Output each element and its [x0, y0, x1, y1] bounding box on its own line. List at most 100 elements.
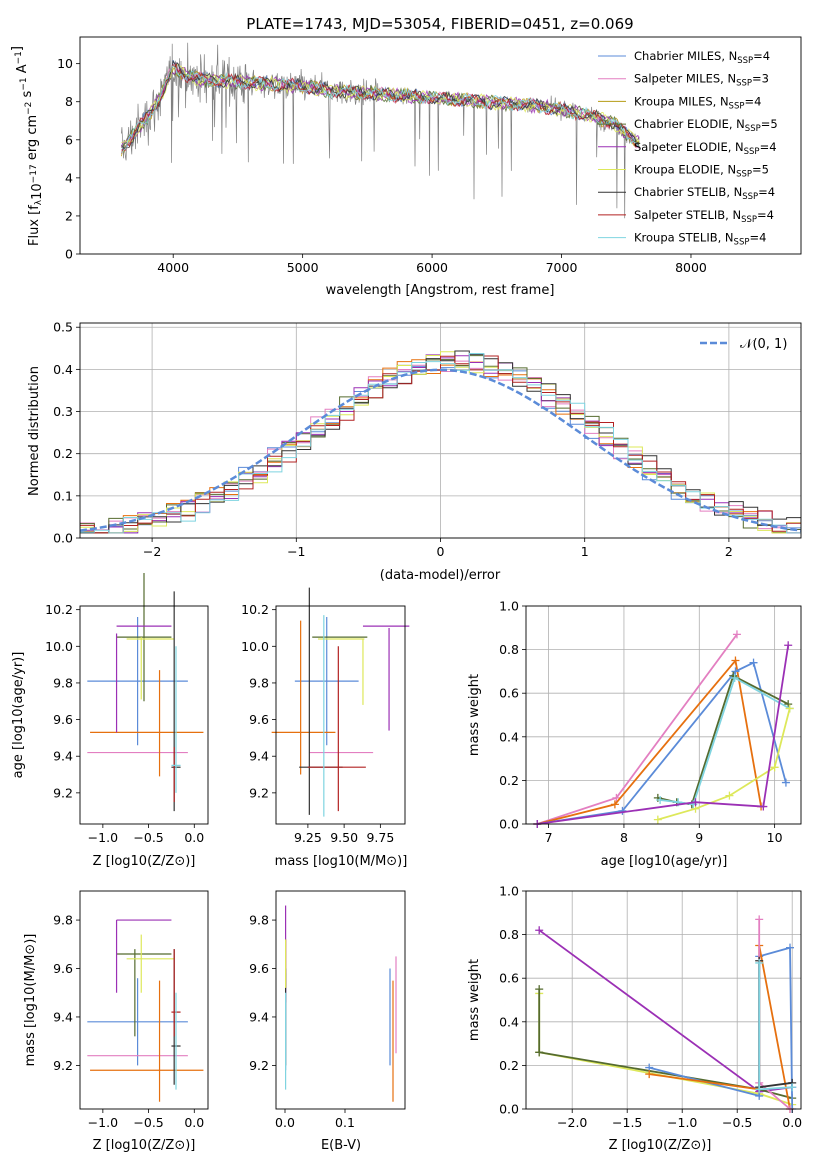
x-tick-label: −2.0	[557, 1115, 587, 1130]
y-tick-label: 10.2	[241, 602, 269, 617]
mass-vs-z-y-label: mass [log10(M/M⊙)]	[23, 934, 38, 1067]
mass-weight-marker	[755, 915, 764, 924]
y-label-part: −17	[29, 164, 39, 183]
mass-weight-line	[758, 960, 793, 1089]
legend-label-normal: 𝒩(0, 1)	[740, 337, 787, 352]
x-tick-label: 9.25	[294, 830, 322, 845]
mass-weight-marker	[730, 673, 739, 682]
mass-vs-ebv-panel: 0.0 0.1 9.2 9.4 9.6 9.8 E(B-V)	[249, 890, 406, 1153]
x-tick-label: −0.5	[133, 1115, 163, 1130]
normal-curve	[80, 368, 801, 532]
residual-panel: −2 −1 0 1 2 0.0 0.1 0.2 0.3 0.4 0.5 (data-model)/e…	[27, 320, 802, 583]
x-tick-label: 9.75	[366, 830, 394, 845]
y-tick-label: 0.2	[53, 446, 73, 461]
mass-weight-marker	[759, 802, 768, 811]
y-tick-label: 0.0	[499, 1102, 519, 1117]
age-vs-mass-panel: 9.25 9.50 9.75 9.2 9.4 9.6 9.8 10.0 10.2 mass [l…	[241, 587, 410, 869]
mass-weight-marker	[725, 791, 734, 800]
legend-label: Salpeter STELIB, NSSP=4	[634, 208, 774, 225]
mass-weight-marker	[732, 630, 741, 639]
x-tick-label: 4000	[157, 260, 189, 275]
mass-weight-line	[538, 989, 793, 1099]
mass-vs-ebv-x-label: E(B-V)	[321, 1138, 361, 1153]
x-tick-label: 5000	[287, 260, 319, 275]
spectrum-lines	[120, 42, 640, 219]
y-tick-label: 10.2	[45, 602, 73, 617]
legend-label: Kroupa MILES, NSSP=4	[634, 94, 761, 111]
y-tick-label: 2	[65, 208, 73, 223]
x-tick-label: −0.5	[722, 1115, 752, 1130]
y-tick-label: 9.2	[249, 785, 269, 800]
mass-weight-marker	[755, 1085, 764, 1094]
mass-weight-marker	[612, 793, 621, 802]
y-label-part: −2	[24, 102, 34, 115]
mass-weight-marker	[691, 798, 700, 807]
y-label-part: ]	[10, 46, 25, 51]
x-tick-label: 7	[545, 830, 553, 845]
y-tick-label: 0.5	[53, 320, 73, 335]
x-tick-label: −2	[143, 544, 161, 559]
x-tick-label: 6000	[416, 260, 448, 275]
error-bar-point	[87, 978, 188, 1066]
y-label-part: s	[20, 90, 35, 101]
massweight-vs-age-x-label: age [log10(age/yr)]	[601, 854, 728, 869]
mass-weight-marker	[770, 763, 779, 772]
y-tick-label: 0.4	[53, 362, 73, 377]
y-tick-label: 0.1	[53, 488, 73, 503]
mass-weight-marker	[731, 667, 740, 676]
residual-x-label: (data-model)/error	[380, 568, 501, 583]
mass-weight-marker	[785, 704, 794, 713]
x-tick-label: −1	[287, 544, 305, 559]
y-tick-label: 0.0	[53, 531, 73, 546]
x-tick-label: 0.0	[184, 830, 204, 845]
y-label-part: λ	[34, 199, 44, 205]
x-tick-label: 0.1	[335, 1115, 355, 1130]
age-vs-z-x-label: Z [log10(Z/Z⊙)]	[93, 854, 196, 869]
y-tick-label: 0.4	[499, 729, 519, 744]
x-tick-label: −1.0	[88, 830, 118, 845]
spectrum-x-label: wavelength [Angstrom, rest frame]	[326, 283, 555, 298]
mass-weight-marker	[653, 815, 662, 824]
y-tick-label: 0.2	[499, 1058, 519, 1073]
massweight-vs-z-x-label: Z [log10(Z/Z⊙)]	[609, 1138, 712, 1153]
x-tick-label: 8	[620, 830, 628, 845]
error-bar-point	[294, 616, 359, 746]
y-tick-label: 9.4	[249, 1009, 269, 1024]
age-vs-mass-x-label: mass [log10(M/M⊙)]	[275, 854, 408, 869]
model-spectrum-line	[121, 65, 640, 154]
x-tick-label: 0	[437, 544, 445, 559]
y-tick-label: 9.8	[53, 913, 73, 928]
y-label-part: Flux [f	[27, 205, 42, 246]
y-tick-label: 9.8	[53, 675, 73, 690]
mass-weight-line	[537, 633, 738, 825]
legend-label: Chabrier ELODIE, NSSP=5	[634, 117, 778, 134]
mass-weight-marker	[784, 641, 793, 650]
observed-spectrum-line	[121, 42, 640, 219]
y-label-part: erg cm	[25, 115, 40, 164]
y-tick-label: 1.0	[499, 599, 519, 614]
mass-weight-marker	[786, 943, 794, 952]
mass-weight-marker	[788, 1083, 797, 1092]
y-label-part: −1	[19, 77, 29, 90]
legend-label: Salpeter ELODIE, NSSP=4	[634, 140, 777, 157]
y-tick-label: 9.4	[53, 1009, 73, 1024]
massweight-vs-z-y-label: mass weight	[467, 959, 482, 1041]
mass-weight-line	[758, 962, 793, 1091]
mass-weight-marker	[618, 806, 627, 815]
x-tick-label: 8000	[675, 260, 707, 275]
mass-weight-marker	[731, 656, 740, 665]
y-tick-label: 0.0	[499, 817, 519, 832]
x-tick-label: 9.50	[330, 830, 358, 845]
y-tick-label: 9.8	[249, 913, 269, 928]
y-tick-label: 10.0	[241, 639, 269, 654]
x-tick-label: 7000	[546, 260, 578, 275]
residual-legend: 𝒩(0, 1)	[700, 337, 787, 352]
y-tick-label: 0.8	[499, 642, 519, 657]
y-tick-label: 10	[57, 56, 73, 71]
y-tick-label: 9.6	[53, 712, 73, 727]
legend-label: Kroupa ELODIE, NSSP=5	[634, 163, 769, 180]
mass-vs-z-x-label: Z [log10(Z/Z⊙)]	[93, 1138, 196, 1153]
x-tick-label: 10	[767, 830, 783, 845]
massweight-vs-z-panel: −2.0 −1.5 −1.0 −0.5 0.0 0.0 0.2 0.4 0.6 0.8 1.0 Z …	[467, 884, 802, 1154]
y-tick-label: 8	[65, 94, 73, 109]
